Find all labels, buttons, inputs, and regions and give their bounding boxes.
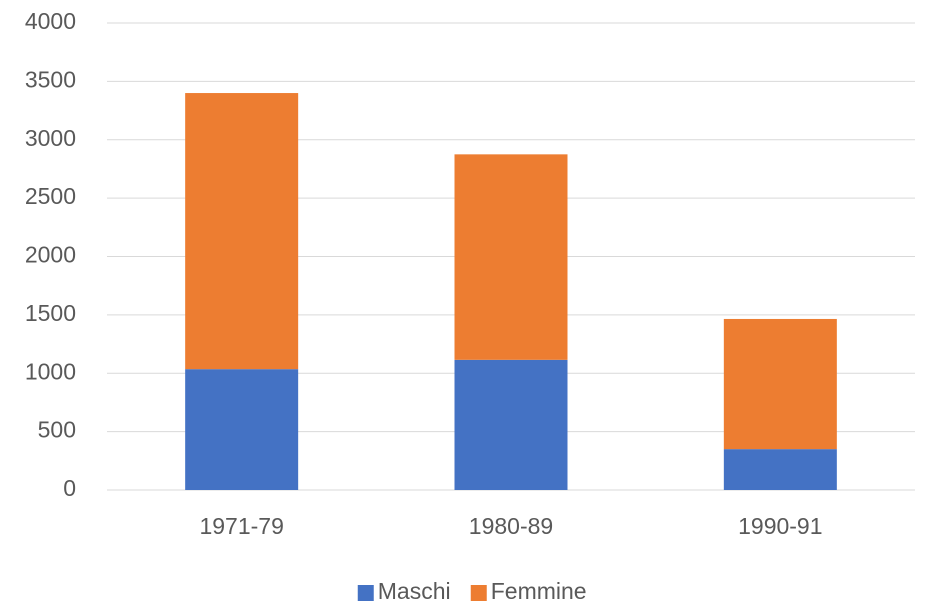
y-tick-label: 1500 bbox=[25, 300, 76, 326]
bar bbox=[185, 93, 299, 370]
y-tick-label: 500 bbox=[38, 417, 76, 443]
y-tick-label: 2500 bbox=[25, 183, 76, 209]
y-tick-label: 2000 bbox=[25, 242, 76, 268]
bar bbox=[454, 359, 568, 490]
bar bbox=[723, 318, 837, 450]
legend-swatch bbox=[357, 585, 374, 601]
y-tick-label: 0 bbox=[63, 475, 76, 501]
y-tick-label: 3000 bbox=[25, 125, 76, 151]
legend-swatch bbox=[470, 585, 487, 601]
legend-label: Maschi bbox=[378, 578, 451, 604]
y-tick-label: 1000 bbox=[25, 358, 76, 384]
bar bbox=[454, 154, 568, 360]
bar bbox=[185, 369, 299, 490]
x-tick-label: 1980-89 bbox=[469, 513, 553, 539]
y-tick-label: 4000 bbox=[25, 8, 76, 34]
x-tick-label: 1971-79 bbox=[199, 513, 283, 539]
y-tick-label: 3500 bbox=[25, 66, 76, 92]
bar bbox=[723, 449, 837, 490]
legend-label: Femmine bbox=[491, 578, 587, 604]
x-tick-label: 1990-91 bbox=[738, 513, 822, 539]
